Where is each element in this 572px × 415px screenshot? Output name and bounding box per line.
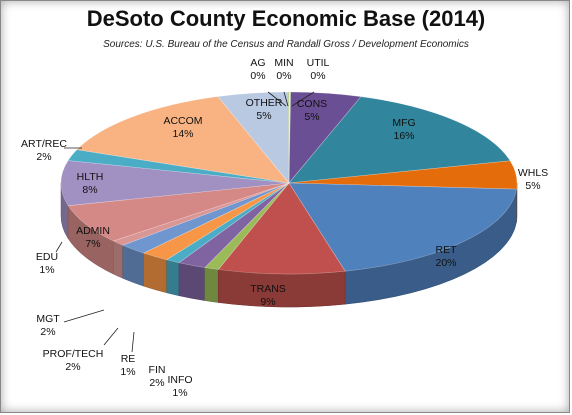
slice-value-art-rec: 2% — [36, 151, 51, 163]
slice-label-admin: ADMIN — [76, 225, 110, 237]
slice-value-accom: 14% — [172, 128, 193, 140]
leader-line-ag — [267, 91, 287, 107]
slice-label-trans: TRANS — [250, 283, 286, 295]
slice-value-hlth: 8% — [82, 184, 97, 196]
slice-label-other: OTHER — [246, 97, 283, 109]
leader-line-prof-tech — [103, 327, 119, 346]
pie-slice-util — [288, 91, 292, 184]
slice-label-prof-tech: PROF/TECH — [43, 348, 104, 360]
slice-label-whls: WHLS — [518, 167, 548, 179]
pie-slice-fin — [178, 182, 290, 268]
slice-value-fin: 2% — [149, 377, 164, 389]
leader-line-re — [131, 331, 135, 353]
pie-slice-mgt — [121, 182, 290, 254]
pie-leader-lines — [55, 91, 315, 353]
pie-slice-mfg — [288, 96, 511, 184]
slice-value-mgt: 2% — [40, 326, 55, 338]
pie-tops — [60, 91, 518, 275]
slice-label-art-rec: ART/REC — [21, 138, 67, 150]
slice-value-whls: 5% — [525, 180, 540, 192]
pie-slice-ret — [288, 182, 517, 272]
slice-label-info: INFO — [167, 374, 192, 386]
slice-label-mfg: MFG — [392, 117, 415, 129]
slice-value-trans: 9% — [260, 296, 275, 308]
leader-line-edu — [55, 241, 63, 253]
slice-label-accom: ACCOM — [163, 115, 202, 127]
chart-subtitle: Sources: U.S. Bureau of the Census and R… — [103, 39, 469, 50]
pie-slice-ag — [287, 91, 290, 184]
pie-slice-other — [217, 91, 290, 184]
pie-slice-art-rec — [67, 149, 290, 184]
slice-label-edu: EDU — [36, 251, 58, 263]
slice-label-util: UTIL — [307, 57, 330, 69]
slice-value-ret: 20% — [435, 257, 456, 269]
slice-value-min: 0% — [276, 70, 291, 82]
pie-slice-re — [165, 182, 290, 264]
pie-side-edu — [113, 240, 123, 279]
leader-line-util — [291, 91, 315, 107]
pie-slice-info — [204, 182, 290, 270]
slice-value-mfg: 16% — [393, 130, 414, 142]
pie-slice-accom — [76, 96, 290, 184]
slice-label-min: MIN — [274, 57, 293, 69]
slice-value-admin: 7% — [85, 238, 100, 250]
pie-slice-admin — [67, 182, 290, 242]
slice-label-fin: FIN — [149, 364, 166, 376]
slice-value-info: 1% — [172, 387, 187, 399]
pie-slice-whls — [288, 160, 518, 190]
pie-slice-edu — [112, 182, 290, 246]
pie-side-info — [204, 267, 219, 303]
slice-value-prof-tech: 2% — [65, 361, 80, 373]
leader-line-mgt — [63, 309, 105, 323]
leader-line-min — [283, 91, 289, 107]
slice-value-cons: 5% — [304, 111, 319, 123]
slice-value-other: 5% — [256, 110, 271, 122]
pie-sides — [60, 182, 518, 308]
pie-slice-min — [288, 91, 291, 184]
slice-value-util: 0% — [310, 70, 325, 82]
pie-side-re — [166, 259, 180, 297]
pie-side-fin — [178, 262, 206, 301]
slice-label-ag: AG — [250, 57, 265, 69]
slice-label-mgt: MGT — [36, 313, 60, 325]
slice-value-re: 1% — [120, 366, 135, 378]
pie-slice-prof-tech — [142, 182, 290, 261]
pie-slice-hlth — [60, 160, 290, 206]
slice-label-ret: RET — [436, 244, 458, 256]
pie-slice-cons — [288, 91, 362, 184]
chart-title: DeSoto County Economic Base (2014) — [86, 6, 486, 31]
slice-label-hlth: HLTH — [77, 171, 104, 183]
slice-value-ag: 0% — [250, 70, 265, 82]
pie-slice-trans — [217, 182, 346, 275]
slice-label-cons: CONS — [297, 98, 327, 110]
slice-label-re: RE — [121, 353, 136, 365]
slice-value-edu: 1% — [39, 264, 54, 276]
